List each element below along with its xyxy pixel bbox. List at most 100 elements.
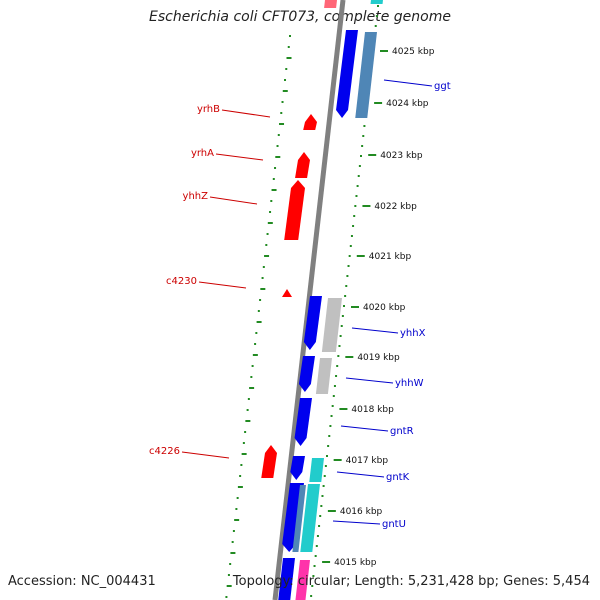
cds-block	[281, 289, 292, 297]
gc-dot	[282, 90, 288, 92]
leader-line	[215, 153, 264, 161]
tick-marks: 4025 kbp 4024 kbp 4023 kbp 4022 kbp 4021 kbp…	[322, 47, 435, 568]
gc-dot	[247, 398, 250, 400]
gc-dot	[363, 125, 366, 127]
gc-dot	[312, 575, 315, 577]
gc-dot	[254, 343, 257, 345]
cds-block	[336, 30, 358, 118]
gc-dot	[324, 465, 327, 467]
gc-dot	[260, 288, 266, 290]
leader-line	[181, 451, 230, 459]
gc-dot	[313, 565, 316, 567]
leader-line	[345, 377, 394, 384]
gc-dot	[345, 285, 348, 287]
gc-dot	[344, 295, 347, 297]
gc-skew-dots	[225, 35, 292, 598]
scale-tick-label: 4022 kbp	[374, 202, 417, 212]
gc-dot	[320, 505, 323, 507]
gc-dot	[265, 244, 268, 246]
gc-dot	[267, 222, 273, 224]
gene-label-yhhW: yhhW	[395, 378, 424, 389]
gc-dot	[240, 464, 243, 466]
gc-dot	[262, 266, 265, 268]
gc-dot	[236, 497, 239, 499]
gc-dot	[270, 200, 273, 202]
homolog-block	[292, 485, 306, 552]
gc-dot	[332, 395, 335, 397]
gene-label-c4226: c4226	[149, 446, 180, 457]
cds-block	[278, 558, 295, 600]
gc-dot	[289, 35, 291, 37]
homolog-block	[315, 358, 332, 394]
gc-dot	[266, 233, 269, 235]
leader-line	[221, 109, 271, 118]
gc-dot	[357, 175, 360, 177]
cds-block	[290, 456, 305, 480]
gc-dot	[264, 255, 270, 257]
gc-dot	[232, 530, 235, 532]
gc-dot	[375, 15, 378, 17]
gc-dot	[318, 525, 321, 527]
gene-label-yhhX: yhhX	[400, 328, 426, 339]
cds-block	[295, 152, 310, 178]
gene-label-c4230: c4230	[166, 276, 197, 287]
cds-block	[324, 0, 337, 8]
gc-dot	[242, 442, 245, 444]
leader-line	[209, 196, 258, 205]
gene-label-gntU: gntU	[382, 519, 406, 530]
gc-dot	[333, 385, 336, 387]
cds-block	[284, 180, 305, 240]
gc-dot	[271, 189, 277, 191]
gc-dot	[230, 552, 236, 554]
rna-block	[295, 560, 310, 600]
scale-tick-label: 4018 kbp	[351, 405, 394, 415]
gc-dot	[354, 205, 357, 207]
gc-dot	[377, 5, 379, 7]
gc-dot	[256, 321, 262, 323]
gc-dot	[315, 545, 318, 547]
gc-dot	[310, 595, 313, 597]
gc-dot	[339, 335, 342, 337]
gc-dot	[327, 445, 330, 447]
gc-dot	[269, 211, 272, 213]
scale-tick-label: 4017 kbp	[346, 456, 389, 466]
map-title: Escherichia coli CFT073, complete genome	[149, 9, 451, 25]
homolog-block	[300, 484, 320, 552]
leader-line	[198, 281, 247, 289]
scale-tick-label: 4016 kbp	[340, 507, 383, 517]
gc-dot	[246, 409, 249, 411]
gene-label-yhhZ: yhhZ	[183, 191, 209, 202]
gc-dot	[352, 225, 355, 227]
gc-dot	[338, 345, 341, 347]
gc-dot	[341, 315, 344, 317]
gc-dot	[234, 519, 240, 521]
leader-line	[351, 327, 399, 334]
cds-block	[298, 356, 315, 392]
gc-dot	[340, 325, 343, 327]
leader-line	[383, 79, 433, 87]
gc-dot	[231, 541, 234, 543]
gc-dot	[347, 265, 350, 267]
gc-dot	[284, 79, 287, 81]
gc-dot	[362, 135, 365, 137]
gc-dot	[360, 155, 362, 157]
gene-label-gntK: gntK	[386, 472, 410, 483]
gc-dot	[286, 57, 292, 59]
gc-dot	[323, 475, 326, 477]
gc-dot	[287, 46, 290, 48]
gc-dot	[311, 585, 314, 587]
gc-dot	[331, 405, 334, 407]
gc-dot	[356, 185, 359, 187]
gene-labels: yrhB yrhA yhhZ c4230 c4226 ggt yhhX yhhW gntR gnt…	[149, 79, 451, 530]
gc-dot	[285, 68, 288, 70]
gc-dot	[358, 165, 361, 167]
gc-dot	[346, 275, 349, 277]
gc-dot	[322, 485, 325, 487]
scale-tick-label: 4020 kbp	[363, 303, 406, 313]
gc-dot	[328, 435, 331, 437]
cds-block	[303, 296, 322, 350]
cds-block	[303, 114, 317, 130]
gc-dot	[261, 277, 264, 279]
gc-dot	[279, 123, 285, 125]
gc-dot	[252, 354, 258, 356]
